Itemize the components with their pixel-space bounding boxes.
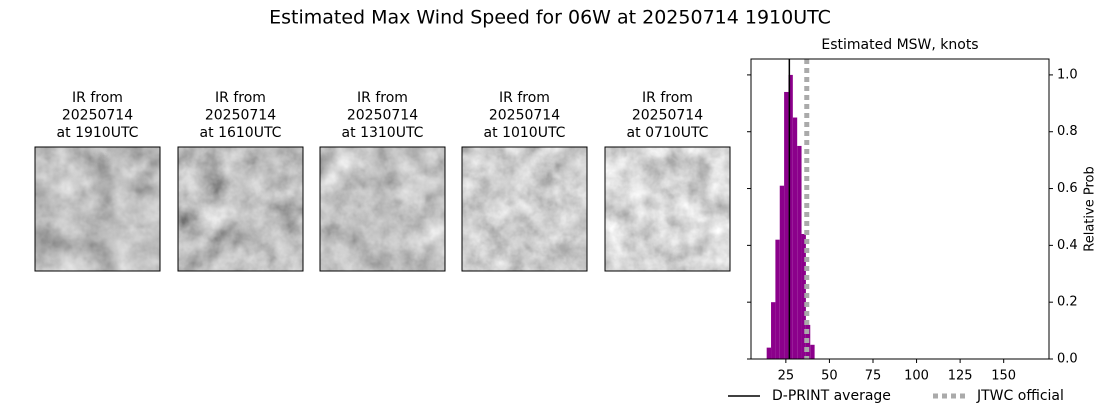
histogram-bar bbox=[797, 145, 802, 359]
y-tick-label: 0.0 bbox=[1057, 352, 1078, 367]
image-frame bbox=[177, 146, 304, 272]
y-tick-label: 0.4 bbox=[1057, 238, 1078, 253]
image-frame bbox=[34, 146, 161, 272]
panel-title: IR from bbox=[499, 90, 550, 106]
panel-title: at 1610UTC bbox=[200, 125, 282, 141]
histogram-bar bbox=[771, 302, 776, 359]
panel-title: 20250714 bbox=[489, 108, 560, 124]
histogram-bar bbox=[810, 344, 815, 359]
x-tick-label: 25 bbox=[778, 369, 795, 384]
panel-title: IR from bbox=[72, 90, 123, 106]
satellite-image bbox=[605, 147, 730, 271]
figure-title: Estimated Max Wind Speed for 06W at 2025… bbox=[269, 7, 831, 29]
histogram-bar bbox=[779, 185, 785, 359]
panel-title: at 1010UTC bbox=[484, 125, 566, 141]
y-axis-label: Relative Prob bbox=[1083, 166, 1098, 251]
x-tick-label: 100 bbox=[904, 369, 929, 384]
y-tick-label: 1.0 bbox=[1057, 67, 1078, 82]
x-tick-label: 50 bbox=[821, 369, 838, 384]
panel-title: 20250714 bbox=[632, 108, 703, 124]
image-frame bbox=[604, 146, 731, 272]
plot-frame bbox=[750, 58, 1050, 360]
panel-title: IR from bbox=[357, 90, 408, 106]
chart-title: Estimated MSW, knots bbox=[821, 37, 978, 53]
histogram-bar bbox=[775, 239, 780, 359]
y-tick-label: 0.2 bbox=[1057, 295, 1078, 310]
legend-label: D-PRINT average bbox=[772, 388, 891, 404]
x-tick-label: 125 bbox=[948, 369, 973, 384]
histogram-bar bbox=[766, 347, 772, 359]
image-frame bbox=[319, 146, 446, 272]
panel-title: 20250714 bbox=[205, 108, 276, 124]
histogram-bar bbox=[792, 117, 798, 359]
satellite-image bbox=[178, 147, 303, 271]
panel-title: IR from bbox=[215, 90, 266, 106]
x-tick-label: 150 bbox=[991, 369, 1016, 384]
panel-title: at 1910UTC bbox=[57, 125, 139, 141]
satellite-image bbox=[35, 147, 160, 271]
satellite-image bbox=[462, 147, 587, 271]
panel-title: at 1310UTC bbox=[342, 125, 424, 141]
satellite-image bbox=[320, 147, 445, 271]
panel-title: 20250714 bbox=[62, 108, 133, 124]
histogram-bar bbox=[801, 234, 806, 359]
legend-label: JTWC official bbox=[976, 388, 1064, 404]
x-tick-label: 75 bbox=[865, 369, 882, 384]
image-frame bbox=[461, 146, 588, 272]
panel-title: IR from bbox=[642, 90, 693, 106]
histogram-bar bbox=[784, 91, 789, 360]
panel-title: at 0710UTC bbox=[627, 125, 709, 141]
panel-title: 20250714 bbox=[347, 108, 418, 124]
y-tick-label: 0.8 bbox=[1057, 124, 1078, 139]
histogram-bar bbox=[788, 74, 793, 359]
y-tick-label: 0.6 bbox=[1057, 181, 1078, 196]
